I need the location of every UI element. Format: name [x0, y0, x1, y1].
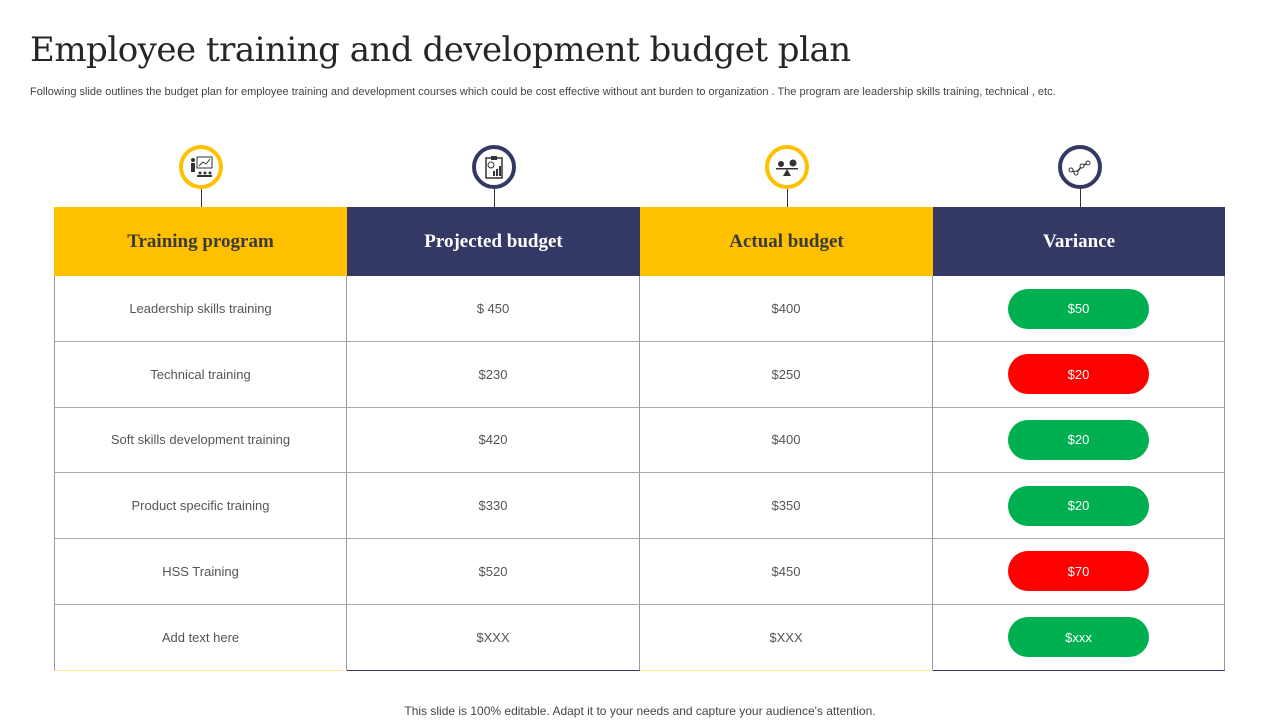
column-header: Variance — [933, 207, 1225, 276]
line-chart-icon — [1058, 145, 1102, 189]
table-cell-projected: $XXX — [347, 604, 640, 671]
table-cell-actual: $XXX — [640, 604, 933, 671]
table-cell-program: Add text here — [54, 604, 347, 671]
table-cell-variance: $xxx — [933, 604, 1225, 671]
connector-line — [787, 189, 788, 207]
variance-badge: $20 — [1008, 485, 1149, 526]
variance-badge: $50 — [1008, 288, 1149, 329]
table-cell-actual: $350 — [640, 473, 933, 540]
training-presentation-icon — [179, 145, 223, 189]
table-cell-projected: $520 — [347, 538, 640, 605]
page-title: Employee training and development budget… — [30, 30, 851, 70]
variance-badge: $20 — [1008, 419, 1149, 460]
table-cell-projected: $330 — [347, 473, 640, 540]
table-cell-actual: $450 — [640, 538, 933, 605]
table-cell-program: HSS Training — [54, 538, 347, 605]
table-cell-program: Leadership skills training — [54, 276, 347, 342]
subtitle: Following slide outlines the budget plan… — [30, 86, 1056, 98]
table-cell-projected: $230 — [347, 341, 640, 408]
report-clipboard-icon — [472, 145, 516, 189]
column-header: Projected budget — [347, 207, 640, 276]
variance-badge: $20 — [1008, 354, 1149, 395]
table-cell-variance: $20 — [933, 407, 1225, 474]
table-cell-actual: $250 — [640, 341, 933, 408]
connector-line — [1080, 189, 1081, 207]
table-cell-projected: $ 450 — [347, 276, 640, 342]
table-cell-program: Product specific training — [54, 473, 347, 540]
table-cell-actual: $400 — [640, 276, 933, 342]
table-cell-variance: $20 — [933, 473, 1225, 540]
table-cell-variance: $20 — [933, 341, 1225, 408]
column-header: Actual budget — [640, 207, 933, 276]
table-cell-program: Soft skills development training — [54, 407, 347, 474]
table-cell-program: Technical training — [54, 341, 347, 408]
connector-line — [201, 189, 202, 207]
budget-table: Training program Projected budget Actual b… — [54, 207, 1225, 671]
variance-badge: $70 — [1008, 551, 1149, 592]
table-cell-variance: $50 — [933, 276, 1225, 342]
table-cell-variance: $70 — [933, 538, 1225, 605]
balance-scale-icon — [765, 145, 809, 189]
variance-badge: $xxx — [1008, 617, 1149, 657]
footer-note: This slide is 100% editable. Adapt it to… — [404, 704, 876, 718]
table-cell-actual: $400 — [640, 407, 933, 474]
table-cell-projected: $420 — [347, 407, 640, 474]
column-header: Training program — [54, 207, 347, 276]
connector-line — [494, 189, 495, 207]
